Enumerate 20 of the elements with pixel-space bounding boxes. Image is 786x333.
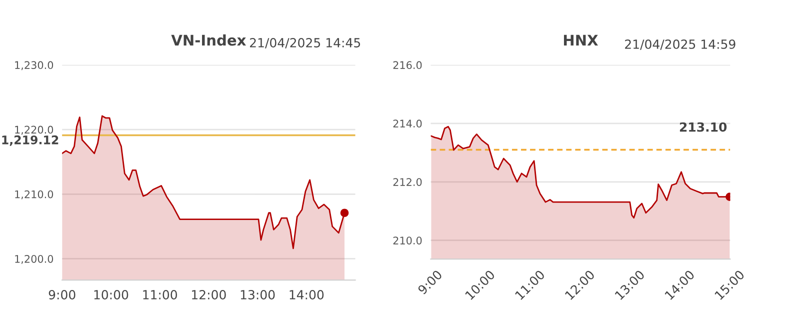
y-tick-label: 210.0 [393, 236, 422, 244]
y-tick-label: 212.0 [393, 178, 422, 186]
x-tick-label: 12:00 [192, 290, 226, 300]
ref-line-label: 1,219.12 [2, 135, 58, 146]
x-tick-label: 11:00 [143, 290, 177, 300]
ref-line-label: 213.10 [680, 122, 727, 132]
chart-subtitle: 21/04/2025 14:45 [250, 38, 360, 48]
y-tick-label: 1,220.0 [15, 126, 54, 135]
x-tick-label: 10:00 [94, 290, 128, 300]
y-tick-label: 214.0 [393, 120, 422, 128]
y-tick-label: 216.0 [393, 61, 422, 70]
y-tick-label: 1,230.0 [15, 61, 54, 70]
y-tick-label: 1,200.0 [15, 254, 54, 264]
chart-subtitle: 21/04/2025 14:59 [625, 39, 736, 50]
chart-title: HNX [564, 34, 598, 46]
x-tick-label: 13:00 [240, 290, 275, 300]
chart-title: VN-Index [171, 34, 246, 46]
x-tick-label: 14:00 [290, 290, 324, 300]
x-tick-label: 9:00 [48, 290, 76, 300]
y-tick-label: 1,210.0 [15, 190, 54, 200]
